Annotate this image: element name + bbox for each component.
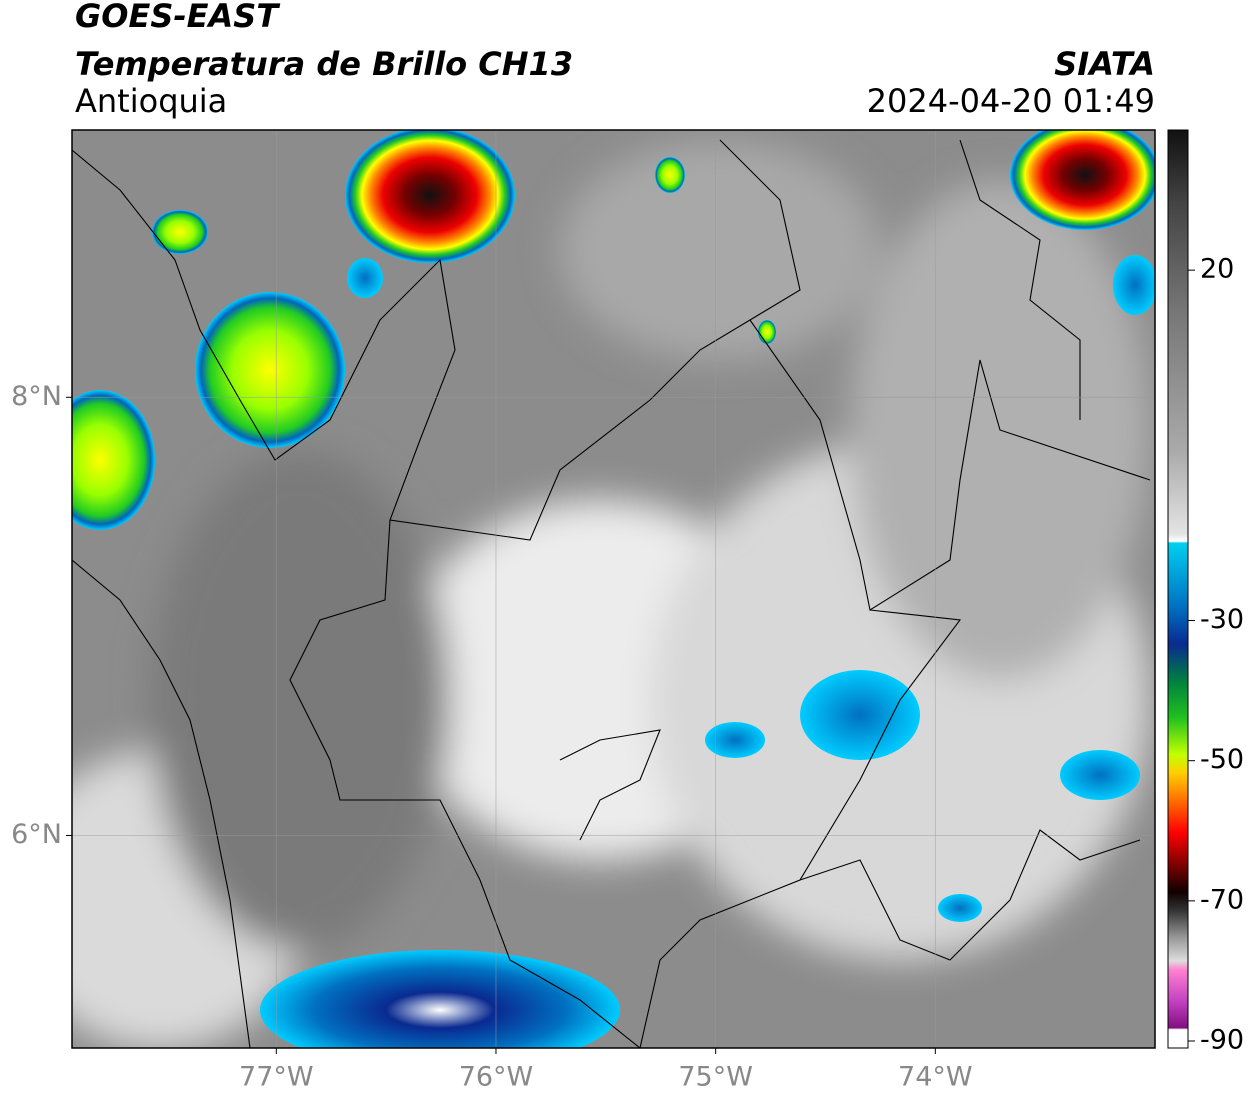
- timestamp: 2024-04-20 01:49: [867, 82, 1155, 120]
- region: Antioquia: [75, 82, 227, 120]
- x-tick-label: 77°W: [239, 1062, 314, 1093]
- colorbar-tick-label: -90: [1200, 1024, 1244, 1055]
- subtitle: Temperatura de Brillo CH13: [75, 45, 573, 83]
- colorbar-tick-label: -30: [1200, 604, 1244, 635]
- colorbar-tick-label: -50: [1200, 744, 1244, 775]
- colorbar: [1167, 129, 1189, 1049]
- source: SIATA: [1054, 45, 1155, 83]
- title: GOES-EAST: [75, 0, 280, 35]
- x-tick-label: 75°W: [678, 1062, 753, 1093]
- colorbar-tick-label: 20: [1200, 254, 1234, 285]
- grid: [72, 130, 1155, 1048]
- x-tick-label: 74°W: [898, 1062, 973, 1093]
- y-tick-label: 6°N: [11, 819, 62, 850]
- map-frame: [71, 129, 1156, 1049]
- x-tick-label: 76°W: [459, 1062, 534, 1093]
- satellite-image: [72, 130, 1155, 1048]
- y-tick-label: 8°N: [11, 381, 62, 412]
- colorbar-tick-label: -70: [1200, 884, 1244, 915]
